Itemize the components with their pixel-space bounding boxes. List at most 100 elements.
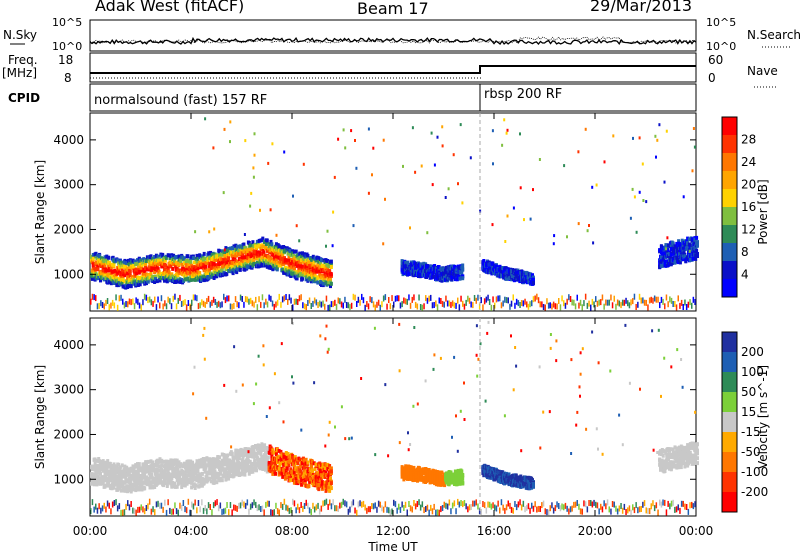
power-cell: [232, 246, 236, 251]
power-cell-clutter: [280, 301, 282, 308]
power-cell: [267, 258, 271, 262]
power-cell: [682, 241, 686, 246]
power-cell: [422, 261, 426, 266]
velocity-cell: [236, 453, 240, 458]
power-cell-clutter: [248, 298, 250, 305]
power-cell-clutter: [329, 304, 331, 311]
power-cell-clutter: [174, 293, 176, 300]
power-cell: [521, 273, 525, 277]
power-cell-sparse: [213, 227, 216, 231]
power-cell: [673, 260, 677, 265]
power-cell-clutter: [140, 304, 142, 311]
velocity-cell: [176, 482, 180, 487]
power-cell-clutter: [450, 301, 452, 308]
power-cell: [155, 279, 159, 284]
power-cell: [205, 260, 209, 265]
power-cell: [256, 250, 260, 255]
power-cell: [90, 273, 94, 278]
power-cell: [531, 273, 534, 278]
velocity-cell: [412, 466, 416, 471]
power-cell-clutter: [411, 296, 413, 303]
power-cell: [220, 273, 224, 278]
velocity-cell: [198, 483, 202, 488]
velocity-cell: [194, 467, 198, 472]
power-cell-clutter: [556, 303, 558, 310]
velocity-cell: [95, 479, 99, 484]
velocity-cell: [292, 474, 295, 479]
power-cell: [130, 275, 134, 280]
power-cell: [136, 275, 140, 280]
power-cell-clutter: [217, 300, 220, 307]
power-cell-sparse: [384, 197, 386, 201]
power-cell-sparse: [402, 164, 404, 168]
velocity-cell: [269, 451, 273, 456]
power-cell-clutter: [590, 304, 592, 311]
power-cell: [303, 263, 307, 268]
power-cell: [233, 262, 237, 267]
power-cell: [438, 274, 442, 279]
power-cell-sparse: [692, 127, 695, 130]
power-cell: [99, 271, 103, 276]
velocity-cell: [142, 466, 146, 471]
power-cell: [487, 260, 491, 265]
power-cell: [681, 243, 685, 248]
power-cell-clutter: [393, 301, 395, 308]
power-cell-clutter: [130, 299, 132, 306]
power-cell: [117, 261, 121, 266]
power-cell-clutter: [596, 300, 599, 307]
power-cell-sparse: [654, 134, 657, 138]
power-cell: [96, 264, 100, 269]
velocity-cell: [195, 478, 199, 483]
power-cell: [149, 271, 153, 276]
power-cell-clutter: [423, 303, 425, 310]
power-cell-sparse: [222, 191, 225, 195]
velocity-cell: [181, 469, 185, 474]
nave-tick-top: 60: [708, 53, 723, 67]
power-cell-sparse: [519, 186, 522, 190]
power-cell-clutter: [258, 296, 260, 303]
velocity-cell: [319, 478, 323, 483]
velocity-cell: [251, 469, 255, 474]
velocity-cell: [182, 461, 186, 466]
power-cell: [259, 238, 263, 243]
power-cell: [195, 261, 199, 266]
velocity-cell: [273, 450, 277, 455]
power-cell: [324, 264, 328, 269]
power-cell: [255, 260, 259, 265]
power-cell: [329, 281, 333, 286]
velocity-cell: [109, 468, 113, 473]
velocity-cell: [125, 465, 129, 470]
power-cell-sparse: [503, 118, 506, 122]
power-cell: [311, 279, 315, 284]
velocity-cell: [100, 465, 104, 470]
power-cell: [694, 253, 698, 258]
power-cell: [329, 284, 332, 289]
velocity-cell: [235, 465, 239, 470]
power-cell: [221, 252, 225, 257]
power-cell-clutter: [194, 294, 196, 301]
power-cell-sparse: [223, 127, 226, 131]
power-cell: [305, 265, 309, 270]
power-cell-clutter: [630, 299, 632, 306]
power-cell: [168, 260, 172, 265]
power-cell: [261, 237, 265, 242]
velocity-cell: [153, 463, 157, 467]
power-cell: [127, 275, 130, 280]
power-cell: [263, 240, 267, 245]
power-cell: [275, 261, 279, 265]
velocity-cell: [240, 468, 244, 472]
power-cell: [293, 256, 297, 261]
power-cell-clutter: [233, 302, 235, 309]
power-cell: [117, 283, 121, 288]
velocity-cell: [106, 459, 110, 464]
velocity-cell: [328, 464, 332, 468]
velocity-cell: [195, 459, 199, 464]
velocity-cell: [158, 457, 162, 462]
power-cell: [121, 275, 125, 280]
velocity-cell: [143, 462, 147, 467]
power-cell: [301, 267, 304, 272]
power-cell-clutter: [541, 301, 543, 308]
power-cell-clutter: [682, 304, 684, 310]
power-cell-clutter: [298, 295, 301, 302]
power-cell-sparse: [298, 239, 301, 243]
